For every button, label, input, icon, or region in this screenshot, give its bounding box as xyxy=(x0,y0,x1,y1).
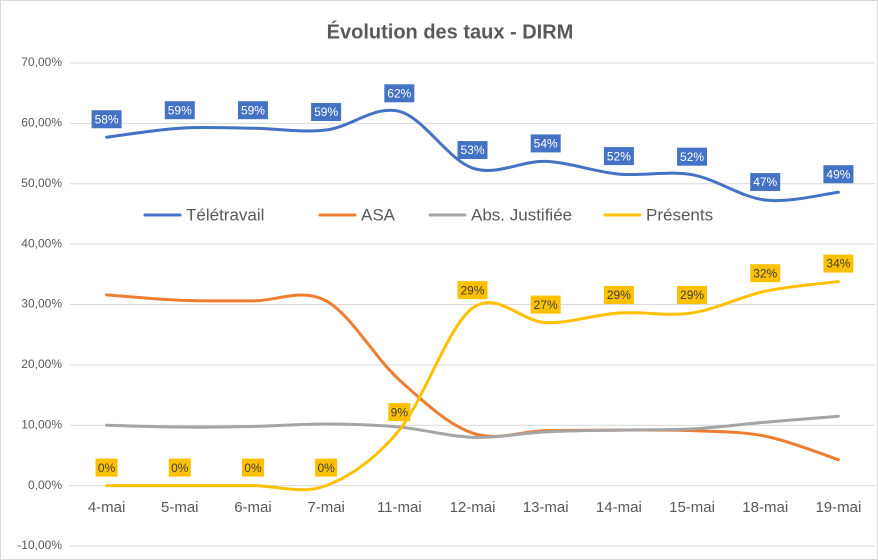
data-label-box xyxy=(823,254,854,273)
y-tick-label: -10,00% xyxy=(17,538,62,552)
data-label: 9% xyxy=(391,405,409,419)
legend-label: ASA xyxy=(361,205,396,224)
series-line xyxy=(105,293,840,462)
data-label-box xyxy=(457,141,488,160)
x-tick-label: 7-mai xyxy=(307,499,345,516)
series-line xyxy=(105,108,840,203)
x-tick-label: 18-mai xyxy=(742,499,788,516)
x-tick-label: 6-mai xyxy=(234,499,272,516)
x-tick-label: 11-mai xyxy=(377,499,422,516)
data-label: 0% xyxy=(98,461,116,475)
y-tick-label: 0,00% xyxy=(28,478,62,492)
data-label-box xyxy=(603,285,634,304)
data-label: 29% xyxy=(607,288,631,302)
data-label-box xyxy=(677,147,708,166)
y-tick-label: 10,00% xyxy=(21,417,62,431)
data-label-box xyxy=(168,458,191,477)
legend-label: Présents xyxy=(646,205,713,224)
data-label-box xyxy=(315,458,338,477)
data-label-box xyxy=(91,110,122,129)
legend-label: Abs. Justifiée xyxy=(471,205,572,224)
data-label: 27% xyxy=(534,298,558,312)
data-label-box xyxy=(677,285,708,304)
data-label: 49% xyxy=(826,167,850,181)
data-label-box xyxy=(530,134,561,153)
x-tick-label: 13-mai xyxy=(523,499,569,516)
x-tick-label: 12-mai xyxy=(450,499,496,516)
y-tick-label: 30,00% xyxy=(21,297,62,311)
data-label: 52% xyxy=(607,149,631,163)
y-tick-label: 20,00% xyxy=(21,357,62,371)
legend-label: Télétravail xyxy=(186,205,264,224)
data-label: 53% xyxy=(460,143,484,157)
data-label-box xyxy=(95,458,118,477)
data-label: 52% xyxy=(680,150,704,164)
x-tick-label: 19-mai xyxy=(815,499,861,516)
data-label: 58% xyxy=(95,112,119,126)
data-label-box xyxy=(237,101,268,120)
y-tick-label: 60,00% xyxy=(21,116,62,130)
x-tick-label: 4-mai xyxy=(88,499,126,516)
data-label-box xyxy=(823,165,854,184)
data-label: 59% xyxy=(314,105,338,119)
x-tick-label: 5-mai xyxy=(161,499,199,516)
data-label-box xyxy=(603,147,634,166)
y-tick-label: 50,00% xyxy=(21,176,62,190)
data-label: 59% xyxy=(168,103,192,117)
data-label: 54% xyxy=(534,137,558,151)
series-line xyxy=(105,414,840,439)
data-label: 29% xyxy=(460,283,484,297)
x-tick-label: 14-mai xyxy=(596,499,642,516)
data-label: 34% xyxy=(826,257,850,271)
data-label-box xyxy=(311,103,342,122)
data-label: 62% xyxy=(387,86,411,100)
data-label-box xyxy=(530,295,561,314)
y-tick-label: 40,00% xyxy=(21,236,62,250)
data-label-box xyxy=(164,101,195,120)
y-tick-label: 70,00% xyxy=(21,55,62,69)
data-label: 47% xyxy=(753,175,777,189)
data-label-box xyxy=(388,403,411,422)
data-label-box xyxy=(241,458,264,477)
data-label: 29% xyxy=(680,288,704,302)
data-label: 32% xyxy=(753,266,777,280)
chart-title: Évolution des taux - DIRM xyxy=(327,20,574,43)
data-label-box xyxy=(384,84,415,103)
data-label: 0% xyxy=(171,461,189,475)
data-label: 59% xyxy=(241,103,265,117)
x-tick-label: 15-mai xyxy=(669,499,715,516)
data-label: 0% xyxy=(244,461,262,475)
data-label-box xyxy=(750,173,781,192)
data-label: 0% xyxy=(317,461,335,475)
data-label-box xyxy=(457,281,488,300)
series-line xyxy=(105,280,840,492)
data-label-box xyxy=(750,264,781,283)
